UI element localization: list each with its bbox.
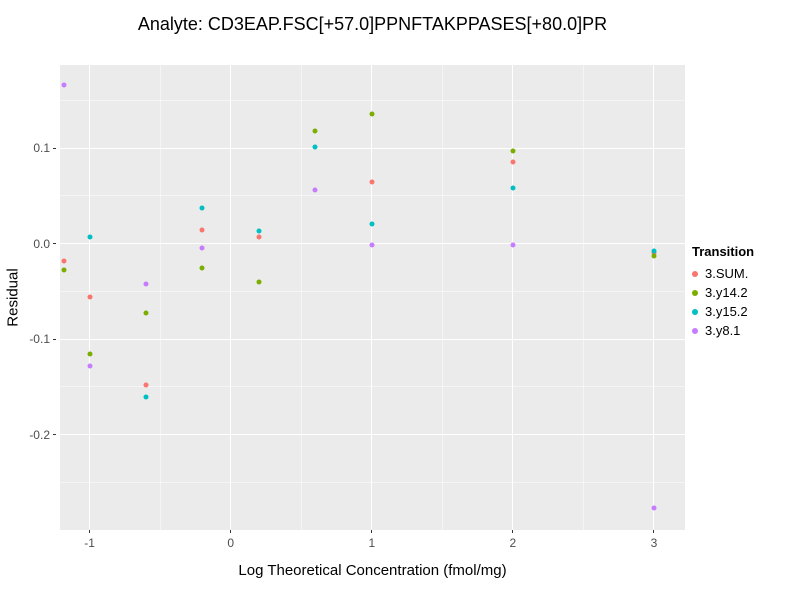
x-tick-label: 2 [509, 536, 517, 550]
chart-title: Analyte: CD3EAP.FSC[+57.0]PPNFTAKPPASES[… [137, 14, 608, 34]
legend-item-label: 3.y8.1 [705, 323, 741, 338]
data-point [651, 505, 657, 511]
x-tick-mark [230, 530, 232, 533]
data-point [87, 294, 93, 300]
data-point [61, 267, 67, 273]
data-point [510, 148, 516, 154]
data-point [651, 253, 657, 259]
legend-key-dot [692, 327, 698, 334]
data-point [143, 281, 149, 287]
data-point [143, 394, 149, 400]
data-point [256, 228, 262, 234]
data-point [199, 265, 205, 271]
legend-key-dot [692, 308, 698, 315]
gridline-major-horizontal [60, 434, 685, 436]
gridline-minor-horizontal [60, 386, 685, 388]
data-point [143, 310, 149, 316]
x-tick-mark [89, 530, 91, 533]
gridline-minor-horizontal [60, 99, 685, 101]
y-tick-mark [53, 147, 56, 149]
data-point [199, 205, 205, 211]
gridline-major-vertical [371, 65, 373, 530]
data-point [510, 242, 516, 248]
legend-item-label: 3.y14.2 [705, 285, 748, 300]
data-point [256, 234, 262, 240]
data-point [369, 179, 375, 185]
data-point [61, 258, 67, 264]
plot-panel [60, 65, 685, 530]
y-tick-mark [53, 434, 56, 436]
gridline-major-vertical [230, 65, 232, 530]
y-tick-label: -0.1 [29, 332, 50, 347]
gridline-minor-vertical [300, 65, 302, 530]
legend-item: 3.y15.2 [692, 302, 797, 321]
x-axis-ticks: -1 0 1 2 3 [60, 530, 685, 556]
data-point [369, 111, 375, 117]
data-point [651, 248, 657, 254]
data-point [369, 221, 375, 226]
legend-item: 3.SUM. [692, 264, 797, 283]
data-point [510, 159, 516, 165]
data-point [256, 279, 262, 285]
data-point [87, 234, 93, 240]
data-point [369, 242, 375, 247]
data-point [61, 82, 67, 88]
data-point [199, 227, 205, 233]
x-tick-mark [653, 530, 655, 533]
gridline-minor-horizontal [60, 195, 685, 197]
data-point [312, 144, 318, 150]
legend-item: 3.y14.2 [692, 283, 797, 302]
y-axis-ticks: 0.1 0.0 -0.1 -0.2 [0, 65, 60, 530]
gridline-major-horizontal [60, 147, 685, 149]
gridline-minor-horizontal [60, 481, 685, 483]
gridline-minor-vertical [441, 65, 443, 530]
legend-title: Transition [692, 244, 755, 259]
gridline-minor-horizontal [60, 290, 685, 292]
data-point [87, 363, 93, 369]
legend-key-dot [692, 289, 698, 296]
legend: Transition 3.SUM. 3.y14.2 3.y15.2 3.y8.1 [692, 244, 797, 340]
gridline-minor-vertical [582, 65, 584, 530]
gridline-major-horizontal [60, 338, 685, 340]
data-point [312, 128, 318, 134]
y-tick-mark [53, 338, 56, 340]
x-tick-label: -1 [84, 536, 95, 550]
data-point [199, 245, 205, 251]
x-tick-mark [371, 530, 373, 533]
x-tick-label: 3 [650, 536, 658, 550]
y-tick-mark [53, 243, 56, 245]
y-tick-label: 0.1 [33, 141, 50, 156]
legend-item-label: 3.y15.2 [705, 304, 748, 319]
data-point [87, 351, 93, 357]
data-point [510, 185, 516, 191]
legend-item-label: 3.SUM. [705, 266, 749, 281]
data-point [312, 187, 318, 193]
gridline-major-vertical [512, 65, 514, 530]
data-point [143, 382, 149, 388]
y-tick-label: -0.2 [29, 427, 50, 442]
legend-key-dot [692, 270, 698, 277]
legend-item: 3.y8.1 [692, 321, 797, 340]
gridline-minor-vertical [159, 65, 161, 530]
legend-items: 3.SUM. 3.y14.2 3.y15.2 3.y8.1 [692, 264, 797, 340]
y-tick-label: 0.0 [33, 236, 50, 251]
x-tick-label: 1 [368, 536, 376, 550]
x-tick-mark [512, 530, 514, 533]
gridline-major-vertical [653, 65, 655, 530]
x-tick-label: 0 [227, 536, 235, 550]
x-axis-title: Log Theoretical Concentration (fmol/mg) [238, 562, 507, 579]
